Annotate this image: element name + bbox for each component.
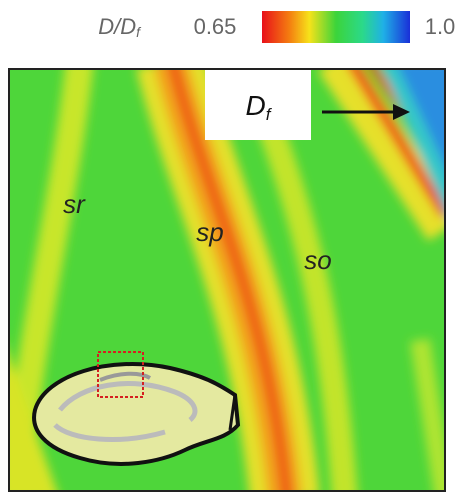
region-label: sr [63, 189, 86, 219]
region-label: sp [196, 217, 223, 247]
region-label: so [304, 245, 331, 275]
colorbar [262, 11, 410, 43]
figure: D/Df 0.65 1.0 Df sr sp so [0, 0, 467, 497]
colorbar-label-subscript: f [136, 24, 142, 40]
box-label-main: D [246, 90, 266, 121]
colorbar-min-label: 0.65 [194, 14, 237, 39]
colorbar-max-label: 1.0 [425, 14, 456, 39]
colorbar-label-main: D/D [98, 14, 136, 39]
colorbar-label: D/Df [98, 14, 142, 40]
